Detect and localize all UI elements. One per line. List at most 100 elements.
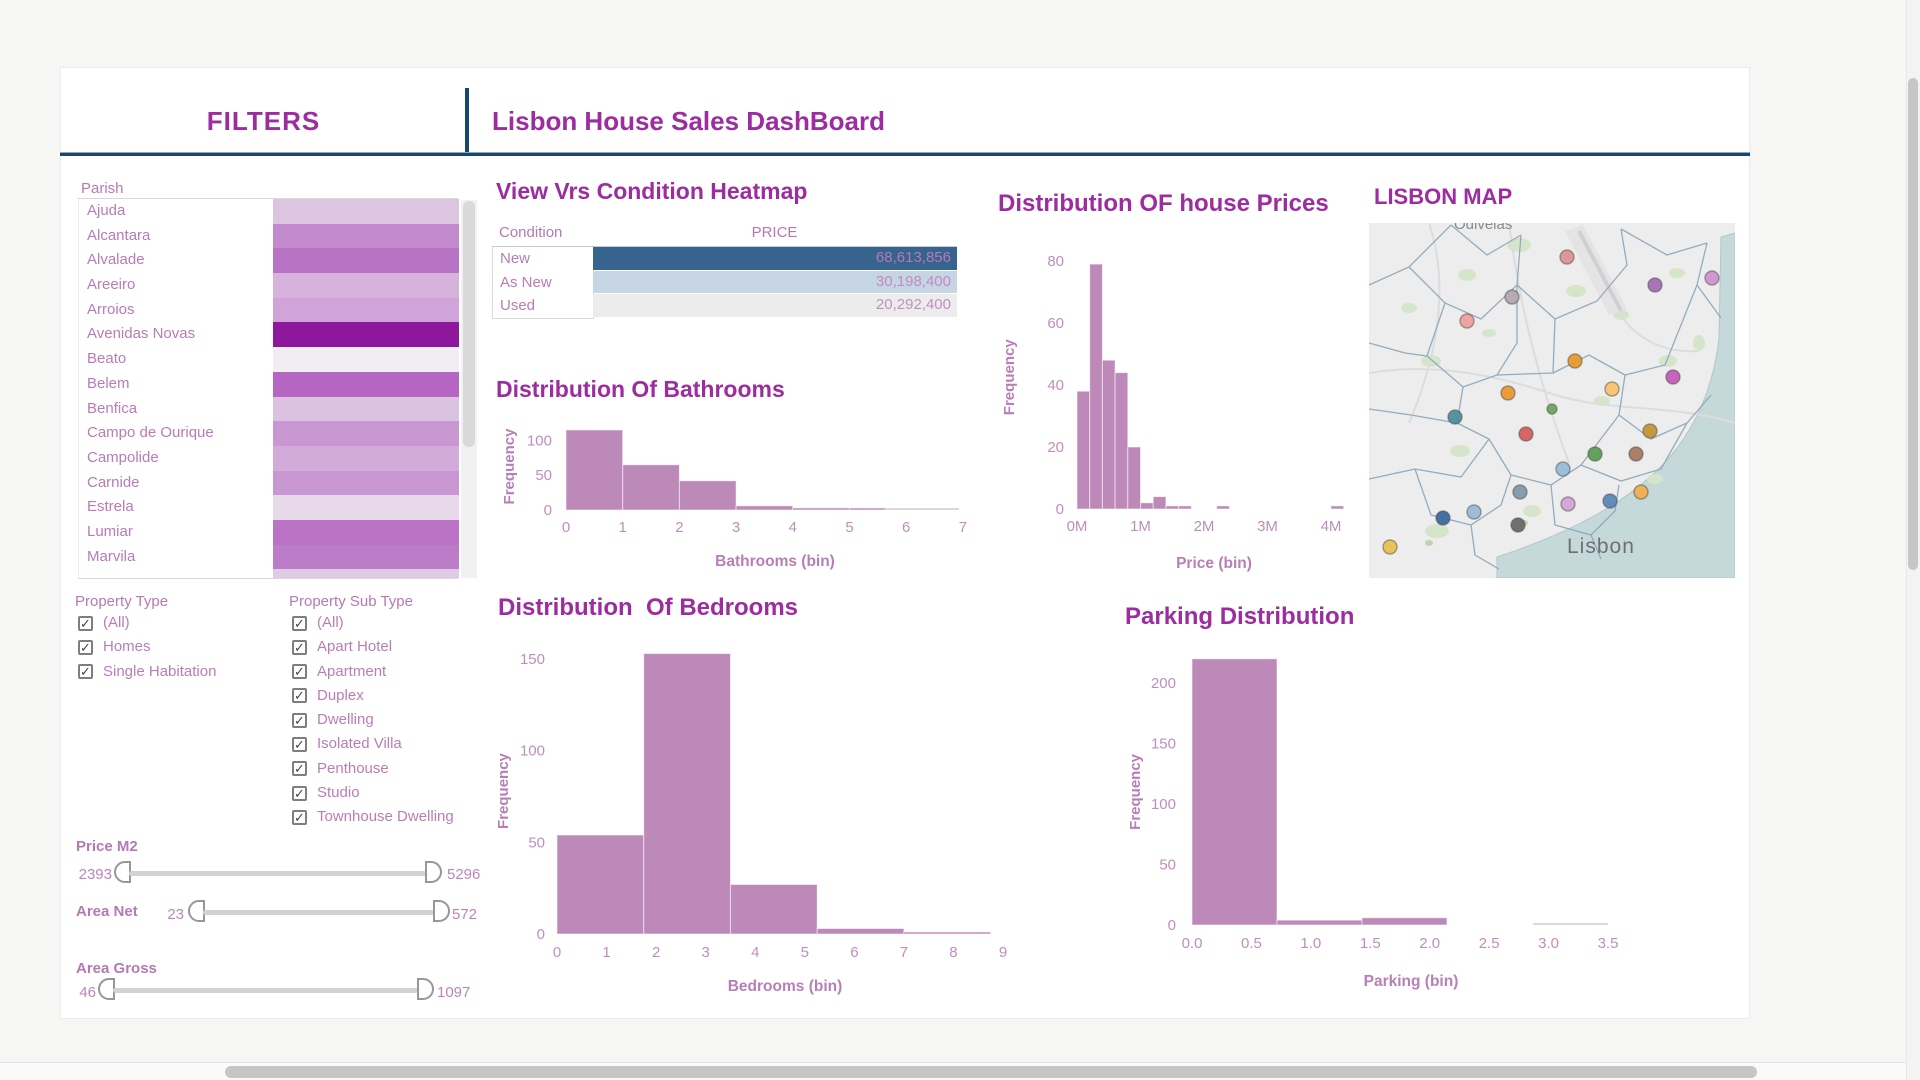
checkbox-icon[interactable]: ✓ [292, 712, 307, 728]
checkbox-option[interactable]: ✓ Penthouse [292, 758, 482, 782]
map-property-dot[interactable] [1382, 539, 1398, 555]
checkbox-option[interactable]: ✓ Townhouse Dwelling [292, 806, 482, 830]
checkbox-label: Townhouse Dwelling [317, 808, 454, 826]
heatmap-row-label[interactable]: New [500, 250, 531, 267]
parish-color-swatch [273, 544, 459, 570]
parish-row[interactable]: Benfica [79, 396, 459, 422]
checkbox-icon[interactable]: ✓ [292, 639, 307, 655]
checkbox-label: Apart Hotel [317, 638, 393, 656]
map-property-dot[interactable] [1602, 493, 1618, 509]
parish-name: Alvalade [87, 251, 145, 269]
parish-row[interactable]: Alcantara [79, 223, 459, 249]
map-property-dot[interactable] [1604, 381, 1620, 397]
area-gross-max-value: 1097 [437, 984, 471, 1001]
parish-row[interactable]: Ajuda [79, 199, 459, 224]
map-property-dot[interactable] [1459, 313, 1475, 329]
heatmap-row-label[interactable]: As New [500, 273, 552, 291]
heatmap-title: View Vrs Condition Heatmap [496, 178, 808, 204]
parish-color-swatch [273, 199, 459, 224]
parish-row[interactable]: Lumiar [79, 519, 459, 545]
parish-row[interactable]: Beato [79, 347, 459, 372]
parish-scrollbar-thumb[interactable] [463, 201, 475, 447]
checkbox-icon[interactable]: ✓ [292, 664, 307, 680]
parish-row[interactable]: Avenidas Novas [79, 322, 459, 348]
vertical-scrollbar-thumb[interactable] [1908, 78, 1918, 570]
area-gross-slider-track[interactable] [113, 988, 418, 993]
checkbox-icon[interactable]: ✓ [78, 664, 93, 680]
map-property-dot[interactable] [1504, 289, 1520, 305]
heatmap-row-band[interactable]: 20,292,400 [593, 294, 957, 317]
heatmap-row-label[interactable]: Used [500, 297, 536, 314]
checkbox-icon[interactable]: ✓ [292, 688, 307, 704]
parish-row[interactable]: Campo de Ourique [79, 421, 459, 446]
checkbox-option[interactable]: ✓ Dwelling [292, 709, 482, 733]
parish-name: Alcantara [87, 226, 151, 244]
checkbox-icon[interactable]: ✓ [292, 615, 307, 631]
area-net-slider-track[interactable] [203, 910, 434, 915]
prices-chart-title: Distribution OF house Prices [998, 190, 1329, 217]
map-property-dot[interactable] [1633, 484, 1649, 500]
map-property-dot[interactable] [1466, 504, 1482, 520]
map-property-dot[interactable] [1435, 510, 1451, 526]
parish-row[interactable]: Alvalade [79, 248, 459, 274]
area-gross-right-handle[interactable] [417, 978, 434, 1000]
parish-color-swatch [273, 445, 459, 471]
map-property-dot[interactable] [1665, 369, 1681, 385]
map-property-dot[interactable] [1500, 385, 1516, 401]
checkbox-option[interactable]: ✓ (All) [292, 612, 482, 636]
parish-row[interactable] [79, 569, 459, 578]
map-top-clipped-label: Odivelas [1454, 223, 1512, 233]
checkbox-icon[interactable]: ✓ [78, 615, 93, 631]
area-net-label: Area Net [76, 903, 138, 920]
checkbox-icon[interactable]: ✓ [78, 639, 93, 655]
lisbon-map[interactable]: Lisbon Odivelas [1369, 223, 1735, 578]
heatmap-row-band[interactable]: 30,198,400 [593, 270, 957, 293]
parish-row[interactable]: Marvila [79, 544, 459, 570]
map-property-dot[interactable] [1510, 517, 1526, 533]
map-property-dot[interactable] [1628, 446, 1644, 462]
map-property-dot[interactable] [1647, 277, 1663, 293]
map-property-dot[interactable] [1546, 403, 1558, 415]
parish-color-swatch [273, 519, 459, 545]
horizontal-scrollbar-thumb[interactable] [225, 1066, 1757, 1078]
area-net-right-handle[interactable] [433, 900, 450, 922]
map-property-dot[interactable] [1518, 426, 1534, 442]
map-property-dot[interactable] [1559, 249, 1575, 265]
heatmap-row-band[interactable]: 68,613,856 [593, 247, 957, 270]
checkbox-icon[interactable]: ✓ [292, 785, 307, 801]
parish-row[interactable]: Areeiro [79, 273, 459, 298]
price-m2-label: Price M2 [76, 838, 138, 855]
checkbox-option[interactable]: ✓ Isolated Villa [292, 733, 482, 757]
checkbox-icon[interactable]: ✓ [292, 761, 307, 777]
checkbox-option[interactable]: ✓ Single Habitation [78, 661, 278, 685]
checkbox-option[interactable]: ✓ Homes [78, 636, 278, 660]
map-property-dot[interactable] [1555, 461, 1571, 477]
parish-list-bottom-divider [78, 578, 458, 579]
parish-row[interactable]: Estrela [79, 495, 459, 520]
property-type-label: Property Type [75, 593, 169, 610]
parish-name: Lumiar [87, 522, 133, 540]
checkbox-option[interactable]: ✓ (All) [78, 612, 278, 636]
price-m2-slider-track[interactable] [129, 871, 426, 876]
map-property-dot[interactable] [1567, 353, 1583, 369]
parish-row[interactable]: Belem [79, 371, 459, 397]
parish-row[interactable]: Carnide [79, 470, 459, 496]
checkbox-option[interactable]: ✓ Duplex [292, 685, 482, 709]
checkbox-icon[interactable]: ✓ [292, 809, 307, 825]
checkbox-option[interactable]: ✓ Apartment [292, 661, 482, 685]
map-property-dot[interactable] [1560, 496, 1576, 512]
map-property-dot[interactable] [1704, 270, 1720, 286]
checkbox-option[interactable]: ✓ Studio [292, 782, 482, 806]
map-property-dot[interactable] [1512, 484, 1528, 500]
bathrooms-chart-title: Distribution Of Bathrooms [496, 376, 785, 402]
map-property-dot[interactable] [1447, 409, 1463, 425]
parish-name: Arroios [87, 300, 135, 318]
map-property-dot[interactable] [1642, 423, 1658, 439]
checkbox-option[interactable]: ✓ Apart Hotel [292, 636, 482, 660]
checkbox-icon[interactable]: ✓ [292, 736, 307, 752]
price-m2-right-handle[interactable] [425, 861, 442, 883]
map-property-dot[interactable] [1587, 446, 1603, 462]
parish-row[interactable]: Arroios [79, 297, 459, 323]
parish-color-swatch [273, 421, 459, 446]
parish-row[interactable]: Campolide [79, 445, 459, 471]
